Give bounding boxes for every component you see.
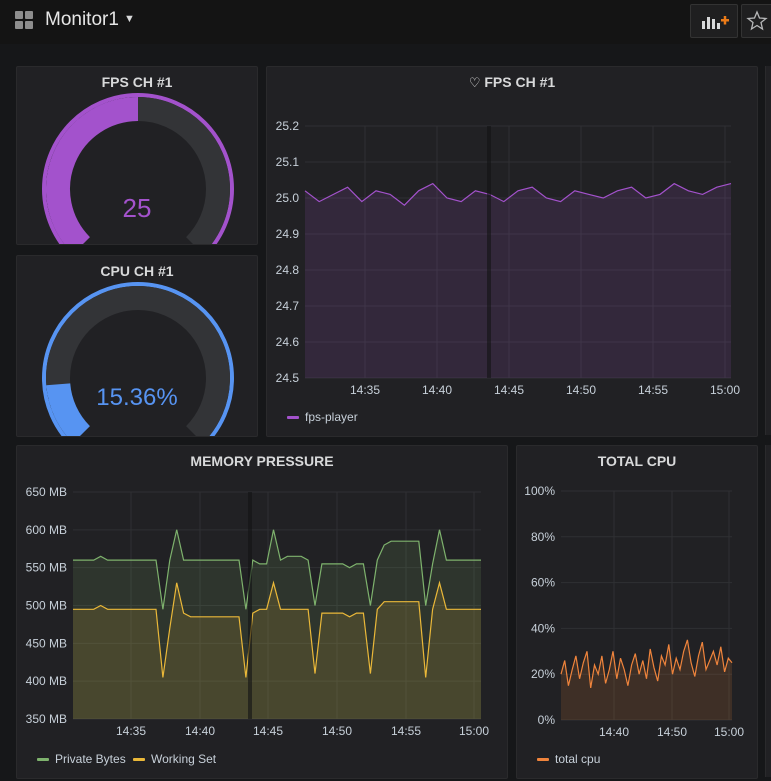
data-gap (487, 126, 491, 378)
dashboard-title[interactable]: Monitor1 (45, 9, 119, 30)
legend-label: total cpu (555, 752, 601, 766)
y-tick-label: 24.6 (276, 335, 300, 349)
y-tick-label: 24.8 (276, 263, 300, 277)
y-tick-label: 24.5 (276, 371, 300, 385)
gauge-value: 25 (122, 193, 152, 223)
x-tick-label: 14:35 (350, 383, 380, 397)
memory-chart: 650 MB 600 MB 550 MB 500 MB 450 MB 400 MB 350 … (26, 485, 490, 738)
series-area (561, 639, 732, 720)
x-tick-label: 14:40 (599, 725, 629, 739)
gauge-value-arc (46, 97, 139, 244)
x-tick-label: 15:00 (710, 383, 740, 397)
y-tick-label: 25.1 (276, 155, 300, 169)
panel-title: FPS CH #1 (101, 74, 173, 90)
legend-swatch (537, 758, 549, 762)
y-tick-label: 80% (531, 530, 555, 544)
x-tick-label: 14:35 (116, 724, 146, 738)
x-tick-label: 14:45 (253, 724, 283, 738)
total-cpu-panel: TOTAL CPU 100% 80% 60% 40% 20% 0% 14:40 14:50 15… (516, 445, 758, 779)
legend-label: Working Set (151, 752, 217, 766)
dashboard-grid-icon[interactable] (15, 11, 35, 31)
heart-icon: ♡ (468, 75, 481, 90)
series-line (560, 639, 733, 688)
x-tick-label: 14:55 (391, 724, 421, 738)
legend-swatch (287, 416, 299, 420)
y-tick-label: 100% (524, 484, 555, 498)
memory-pressure-panel: MEMORY PRESSURE 650 MB 600 MB 550 MB 500 MB… (16, 445, 508, 779)
x-tick-label: 14:40 (185, 724, 215, 738)
cpu-gauge-panel: CPU CH #1 15.36% (16, 255, 258, 437)
y-tick-label: 600 MB (26, 523, 67, 537)
x-tick-label: 14:55 (638, 383, 668, 397)
fps-chart: 25.2 25.1 25.0 24.9 24.8 24.7 24.6 24.5 14:35 14:… (276, 119, 741, 397)
x-tick-label: 14:50 (566, 383, 596, 397)
cpu-gauge (42, 282, 234, 436)
data-gap (248, 492, 252, 719)
panel-title-text: FPS CH #1 (484, 74, 556, 90)
legend-label: Private Bytes (55, 752, 126, 766)
y-tick-label: 400 MB (26, 674, 67, 688)
legend-swatch (37, 758, 49, 762)
add-panel-button[interactable] (690, 4, 738, 38)
star-icon (746, 10, 768, 31)
y-tick-label: 350 MB (26, 712, 67, 726)
y-tick-label: 650 MB (26, 485, 67, 499)
series-area (305, 183, 731, 378)
y-tick-label: 450 MB (26, 636, 67, 650)
x-tick-label: 14:50 (322, 724, 352, 738)
panel-title: MEMORY PRESSURE (190, 453, 334, 469)
legend-item[interactable]: fps-player (287, 410, 358, 424)
legend-item[interactable]: Private Bytes (37, 752, 126, 766)
total-cpu-chart: 100% 80% 60% 40% 20% 0% 14:40 14:50 15:00 (524, 484, 744, 739)
fps-graph-panel: ♡ FPS CH #1 25.2 25.1 25.0 24.9 24.8 24.7 24.6… (266, 66, 758, 437)
y-tick-label: 0% (538, 713, 556, 727)
x-tick-label: 14:40 (422, 383, 452, 397)
gauge-value: 15.36% (96, 384, 178, 411)
series-line (73, 580, 481, 678)
panel-title: ♡ FPS CH #1 (267, 74, 757, 91)
legend-swatch (133, 758, 145, 762)
fps-gauge-panel: FPS CH #1 25 (16, 66, 258, 245)
panel-title: TOTAL CPU (597, 453, 677, 469)
panel-title: CPU CH #1 (100, 263, 174, 279)
x-tick-label: 14:50 (657, 725, 687, 739)
gauge-track-arc (46, 286, 230, 436)
y-tick-label: 25.0 (276, 191, 300, 205)
series-line (304, 182, 732, 206)
chevron-down-icon[interactable]: ▼ (124, 13, 135, 25)
series-area (73, 582, 481, 719)
top-navbar: Monitor1 ▼ (0, 0, 771, 44)
star-button[interactable] (741, 4, 771, 38)
gauge-threshold-arc (42, 93, 234, 244)
legend-item[interactable]: Working Set (133, 752, 216, 766)
x-tick-label: 15:00 (459, 724, 489, 738)
y-tick-label: 500 MB (26, 599, 67, 613)
add-panel-icon (702, 16, 729, 29)
y-tick-label: 550 MB (26, 561, 67, 575)
y-tick-label: 24.7 (276, 299, 300, 313)
y-tick-label: 60% (531, 576, 555, 590)
legend-item[interactable]: total cpu (537, 752, 600, 766)
y-tick-label: 25.2 (276, 119, 300, 133)
panel-edge (765, 445, 771, 777)
series-area (73, 529, 481, 719)
gauge-value-arc (46, 382, 91, 436)
y-tick-label: 20% (531, 667, 555, 681)
legend-label: fps-player (305, 410, 358, 424)
gauge-threshold-arc (42, 282, 234, 436)
series-line (73, 529, 481, 610)
panel-edge (765, 66, 771, 435)
y-tick-label: 24.9 (276, 227, 300, 241)
x-tick-label: 14:45 (494, 383, 524, 397)
y-tick-label: 40% (531, 621, 555, 635)
fps-gauge (42, 93, 234, 244)
x-tick-label: 15:00 (714, 725, 744, 739)
